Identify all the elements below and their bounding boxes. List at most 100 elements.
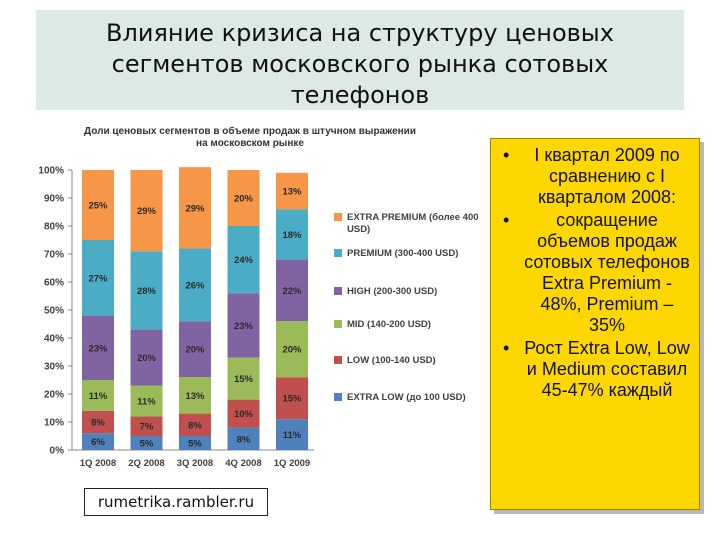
bar-segment xyxy=(179,321,211,378)
data-label: 18% xyxy=(282,230,302,241)
y-tick-label: 40% xyxy=(44,334,64,345)
note-text: I квартал 2009 по сравнению с I квартало… xyxy=(534,145,680,207)
data-label: 26% xyxy=(185,280,205,291)
legend-label: EXTRA LOW (до 100 USD) xyxy=(347,392,466,403)
legend-swatch xyxy=(334,213,342,221)
bar-segment xyxy=(227,357,260,400)
data-label: 11% xyxy=(283,430,302,441)
slide-title-line-3: телефонов xyxy=(290,81,430,109)
legend-label: MID (140-200 USD) xyxy=(347,319,431,330)
bar-segment xyxy=(227,170,260,226)
legend-label: HIGH (200-300 USD) xyxy=(347,286,437,297)
data-label: 5% xyxy=(140,439,154,450)
data-label: 23% xyxy=(88,343,108,354)
bar-segment xyxy=(82,410,114,434)
bar-segment xyxy=(130,385,163,417)
bar-segment xyxy=(130,436,163,450)
data-label: 8% xyxy=(91,418,105,429)
x-tick-label: 4Q 2008 xyxy=(225,458,261,469)
y-tick-label: 10% xyxy=(44,418,64,429)
legend-label: USD) xyxy=(347,224,370,235)
bar-segment xyxy=(227,226,260,294)
data-label: 15% xyxy=(234,374,254,385)
bar-segment xyxy=(276,172,308,210)
bar-segment xyxy=(227,427,260,450)
note-text: Рост Extra Low, Low и Medium составил 45… xyxy=(524,338,690,400)
bar-segment xyxy=(276,321,308,378)
note-item: • сокращение объемов продаж сотовых телеф… xyxy=(497,210,691,336)
y-tick-label: 20% xyxy=(44,390,64,401)
data-label: 23% xyxy=(234,321,254,332)
note-item: • I квартал 2009 по сравнению с I квартал… xyxy=(497,145,691,208)
data-label: 25% xyxy=(88,201,108,212)
y-tick-label: 70% xyxy=(44,250,64,261)
source-caption: rumetrika.rambler.ru xyxy=(84,488,268,516)
slide-title-line-1: Влияние кризиса на структуру ценовых xyxy=(106,19,614,47)
bar-segment xyxy=(179,167,211,249)
bar-segment xyxy=(227,399,260,428)
data-label: 20% xyxy=(185,345,205,356)
note-text: сокращение объемов продаж сотовых телефо… xyxy=(524,210,690,335)
data-label: 11% xyxy=(137,397,156,408)
x-tick-label: 2Q 2008 xyxy=(128,458,164,469)
y-tick-label: 0% xyxy=(50,446,65,457)
data-label: 10% xyxy=(234,409,254,420)
data-label: 8% xyxy=(188,420,202,431)
bar-segment xyxy=(130,251,163,330)
bar-segment xyxy=(276,259,308,322)
legend-label: LOW (100-140 USD) xyxy=(347,355,436,366)
legend-swatch xyxy=(334,393,342,401)
data-label: 28% xyxy=(137,286,157,297)
chart-title-line: на московском рынке xyxy=(196,138,304,149)
data-label: 24% xyxy=(234,255,254,266)
x-tick-label: 1Q 2009 xyxy=(274,458,310,469)
slide-title: Влияние кризиса на структуру ценовых сег… xyxy=(36,10,684,110)
bar-segment xyxy=(179,436,211,450)
notes-panel: • I квартал 2009 по сравнению с I квартал… xyxy=(490,138,700,510)
chart-title-line: Доли ценовых сегментов в объеме продаж в… xyxy=(84,125,416,137)
data-label: 27% xyxy=(88,273,108,284)
slide-title-line-2: сегментов московского рынка сотовых xyxy=(111,50,609,78)
data-label: 8% xyxy=(237,434,251,445)
bar-segment xyxy=(82,380,114,411)
y-tick-label: 50% xyxy=(44,306,64,317)
legend-swatch xyxy=(334,320,342,328)
data-label: 20% xyxy=(137,353,157,364)
legend-label: PREMIUM (300-400 USD) xyxy=(347,248,458,259)
bar-segment xyxy=(130,170,163,252)
bar-segment xyxy=(179,413,211,436)
stacked-bar-chart: Доли ценовых сегментов в объеме продаж в… xyxy=(38,125,479,469)
bar-segment xyxy=(227,293,260,358)
bar-segment xyxy=(130,329,163,386)
data-label: 20% xyxy=(234,194,254,205)
data-label: 29% xyxy=(137,206,157,217)
x-tick-label: 1Q 2008 xyxy=(80,458,116,469)
bar-segment xyxy=(82,240,114,316)
note-item: • Рост Extra Low, Low и Medium составил 4… xyxy=(497,338,691,401)
bar-segment xyxy=(276,209,308,260)
bar-segment xyxy=(179,248,211,322)
data-label: 11% xyxy=(89,391,108,402)
data-label: 20% xyxy=(282,345,302,356)
bar-segment xyxy=(82,433,114,450)
legend-swatch xyxy=(334,287,342,295)
legend-label: EXTRA PREMIUM (более 400 xyxy=(347,212,479,223)
bar-segment xyxy=(276,377,308,420)
data-label: 7% xyxy=(140,422,154,433)
bar-segment xyxy=(179,377,211,414)
bar-segment xyxy=(130,416,163,436)
legend-swatch xyxy=(334,249,342,257)
bullet-icon: • xyxy=(503,145,510,165)
x-tick-label: 3Q 2008 xyxy=(177,458,213,469)
bullet-icon: • xyxy=(503,210,510,230)
bar-segment xyxy=(82,170,114,240)
y-tick-label: 100% xyxy=(38,166,64,177)
y-tick-label: 60% xyxy=(44,278,64,289)
bar-segment xyxy=(276,419,308,450)
data-label: 13% xyxy=(185,391,205,402)
data-label: 29% xyxy=(185,203,205,214)
data-label: 6% xyxy=(91,437,105,448)
legend-swatch xyxy=(334,356,342,364)
bar-segment xyxy=(82,315,114,380)
bullet-icon: • xyxy=(503,338,510,358)
